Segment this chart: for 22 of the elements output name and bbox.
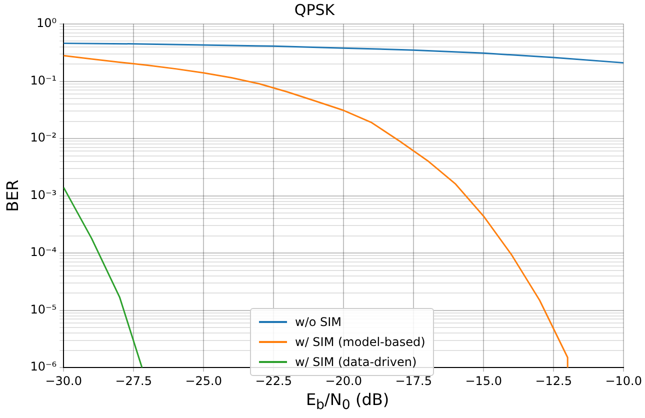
y-tick-label: 10⁰ [36,16,57,30]
x-tick-label: −27.5 [115,374,152,388]
legend-label: w/o SIM [295,315,342,329]
y-tick-label: 10⁻¹ [30,73,57,88]
y-tick-label: 10⁻⁴ [30,245,57,260]
x-tick-label: −12.5 [535,374,572,388]
x-tick-label: −15.0 [465,374,502,388]
y-tick-label: 10⁻³ [30,188,57,202]
x-tick-label: −25.0 [185,374,222,388]
legend-label: w/ SIM (data-driven) [295,355,417,369]
x-tick-label: −20.0 [325,374,362,388]
y-axis-title: BER [2,180,22,212]
y-tick-label: 10⁻² [30,130,57,145]
x-tick-label: −22.5 [255,374,292,388]
x-tick-label: −17.5 [395,374,432,388]
x-tick-label: −10.0 [605,374,642,388]
legend-label: w/ SIM (model-based) [295,335,426,349]
y-tick-label: 10⁻⁵ [30,302,57,316]
y-tick-label: 10⁻⁶ [30,360,57,374]
x-axis-title: E$_{b}$/N$_{0}$ (dB) [304,390,390,414]
chart-title: QPSK [294,0,336,19]
x-tick-label: −30.0 [45,374,82,388]
